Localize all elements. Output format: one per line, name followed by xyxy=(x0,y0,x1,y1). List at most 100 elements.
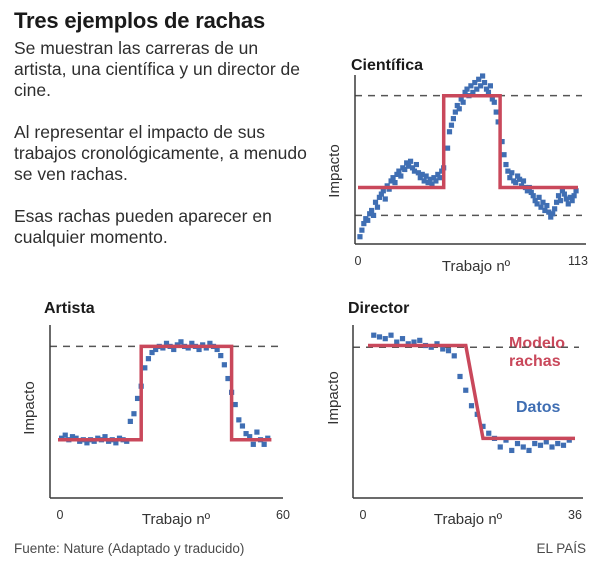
cientifica-data-point xyxy=(481,79,488,86)
cientifica-data-point xyxy=(365,217,371,223)
artista-data-point xyxy=(236,417,242,423)
cientifica-data-point xyxy=(542,207,548,214)
legend-model-line1: Modelo xyxy=(509,335,565,352)
director-data-point xyxy=(440,346,446,352)
brand-logo-text: EL PAÍS xyxy=(536,541,586,556)
cientifica-data-point xyxy=(532,198,538,204)
artista-data-point xyxy=(171,346,177,353)
cientifica-data-point xyxy=(456,106,462,112)
artista-data-point xyxy=(69,434,76,440)
cientifica-data-point xyxy=(411,168,418,174)
artista-data-point xyxy=(214,346,220,353)
artista-data-point xyxy=(131,411,137,417)
cientifica-data-point xyxy=(357,234,363,240)
intro-paragraph: Se muestran las carreras de un artista, … xyxy=(14,38,300,100)
cientifica-data-point xyxy=(378,191,384,197)
cientifica-data-point xyxy=(540,199,546,205)
artista-data-point xyxy=(247,434,253,440)
cientifica-data-point xyxy=(552,206,558,212)
cientifica-data-point xyxy=(563,196,569,202)
cientifica-data-point xyxy=(454,102,460,109)
cientifica-data-point xyxy=(437,175,443,181)
director-x-tick-label: 36 xyxy=(568,508,582,522)
cientifica-data-point xyxy=(478,83,484,89)
director-data-point xyxy=(445,348,452,354)
artista-data-point xyxy=(225,375,231,382)
cientifica-data-point xyxy=(382,196,388,202)
director-data-point xyxy=(371,332,377,338)
cientifica-data-point xyxy=(462,89,468,95)
artista-data-point xyxy=(62,432,68,438)
cientifica-data-point xyxy=(530,193,536,199)
cientifica-data-point xyxy=(544,202,550,209)
cientifica-data-point xyxy=(493,109,499,115)
cientifica-data-point xyxy=(503,161,509,168)
artista-data-point xyxy=(254,429,260,435)
director-data-point xyxy=(411,339,417,345)
director-data-point xyxy=(417,337,423,343)
cientifica-data-point xyxy=(370,212,377,218)
cientifica-data-point xyxy=(404,160,410,166)
cientifica-data-point xyxy=(520,178,527,184)
cientifica-x-axis-label: Trabajo nº xyxy=(442,258,511,275)
director-panel-title: Director xyxy=(348,300,409,317)
director-data-point xyxy=(388,332,394,338)
director-data-point xyxy=(520,444,526,450)
cientifica-data-point xyxy=(573,188,579,194)
cientifica-data-point xyxy=(396,168,402,174)
artista-y-axis-label: Impacto xyxy=(21,381,38,434)
director-x-axis-label: Trabajo nº xyxy=(434,511,503,528)
artista-panel-title: Artista xyxy=(44,300,95,317)
cientifica-data-point xyxy=(392,180,398,186)
intro-text: Se muestran las carreras de un artista, … xyxy=(14,38,314,269)
director-data-point xyxy=(394,339,400,345)
cientifica-data-point xyxy=(557,198,564,204)
artista-data-point xyxy=(145,356,152,362)
cientifica-data-point xyxy=(415,170,421,176)
cientifica-data-point xyxy=(546,209,552,215)
cientifica-data-point xyxy=(555,193,562,199)
director-data-point xyxy=(543,439,549,445)
director-data-point xyxy=(480,423,486,429)
cientifica-data-point xyxy=(367,211,373,217)
director-data-point xyxy=(497,444,503,450)
source-note: Fuente: Nature (Adaptado y traducido) xyxy=(14,541,245,556)
cientifica-data-point xyxy=(472,79,478,86)
cientifica-data-point xyxy=(413,161,420,168)
director-data-point xyxy=(532,440,538,447)
cientifica-data-point xyxy=(474,86,480,92)
cientifica-data-point xyxy=(407,158,414,164)
director-data-point xyxy=(399,336,406,342)
cientifica-data-point xyxy=(419,171,425,177)
cientifica-data-point xyxy=(444,145,451,151)
cientifica-data-point xyxy=(548,214,554,220)
cientifica-data-point xyxy=(390,175,396,181)
cientifica-data-point xyxy=(448,122,455,128)
cientifica-data-point xyxy=(376,194,383,200)
cientifica-data-point xyxy=(435,171,441,177)
cientifica-data-point xyxy=(460,99,466,105)
cientifica-data-point xyxy=(417,175,423,181)
cientifica-data-point xyxy=(501,152,507,158)
director-data-point xyxy=(382,336,388,342)
artista-x-axis-label: Trabajo nº xyxy=(142,511,211,528)
cientifica-data-point xyxy=(429,181,435,187)
cientifica-data-point xyxy=(567,194,573,200)
cientifica-panel-title: Científica xyxy=(351,57,423,74)
artista-model-line xyxy=(58,344,272,442)
cientifica-x-tick-label: 0 xyxy=(355,254,362,268)
cientifica-y-axis-label: Impacto xyxy=(326,144,343,197)
director-data-point xyxy=(526,447,532,454)
cientifica-data-point xyxy=(374,204,381,210)
cientifica-data-point xyxy=(421,178,427,184)
cientifica-data-point xyxy=(491,99,497,105)
legend-data-label: Datos xyxy=(516,399,561,416)
cientifica-data-point xyxy=(398,173,404,179)
cientifica-data-point xyxy=(427,176,433,182)
director-data-point xyxy=(514,440,521,447)
cientifica-data-point xyxy=(489,96,495,102)
cientifica-data-point xyxy=(565,201,571,207)
cientifica-data-point xyxy=(516,176,523,182)
cientifica-data-point xyxy=(446,129,453,135)
cientifica-data-point xyxy=(487,83,493,89)
